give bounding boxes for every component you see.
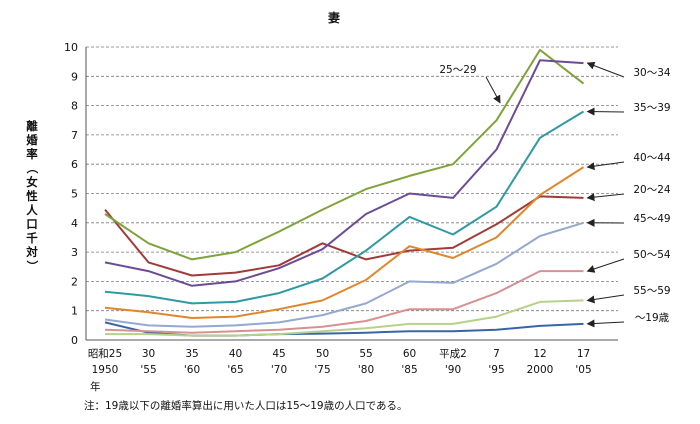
y-axis-label-char: 離 [26, 119, 38, 133]
x-tick-label-sub: '05 [575, 364, 591, 376]
x-tick-label: 55 [359, 348, 372, 360]
y-tick-label: 2 [71, 275, 78, 288]
x-axis-unit: 年 [90, 380, 101, 393]
x-tick-label: 昭和25 [88, 348, 122, 360]
series-line [104, 221, 584, 328]
x-tick-label-sub: '95 [488, 364, 504, 376]
series-label-arrow [485, 76, 501, 104]
y-tick-labels: 0 1 2 3 4 5 6 7 8 9 10 [64, 41, 78, 347]
series-line [104, 110, 585, 305]
series-label-arrow [586, 193, 625, 202]
y-axis-label-char: 性 [26, 189, 38, 203]
series-line [104, 48, 585, 261]
y-axis-label-char: 人 [26, 203, 38, 217]
series-line [104, 195, 584, 277]
series-lines [104, 48, 585, 337]
y-tick-label: 3 [71, 246, 78, 259]
x-tick-label: 40 [229, 348, 242, 360]
x-tick-labels: 昭和25 1950 30 '55 35 '60 40 '65 45 '70 50 '75 55 '80 60… [88, 348, 592, 376]
y-tick-label: 9 [71, 70, 78, 83]
x-tick-label-sub: 2000 [527, 364, 554, 376]
gridlines [86, 46, 618, 312]
series-labels: ～19歳 20～24 25～29 30～34 35～39 40～44 45～49 50～54 5… [439, 61, 671, 328]
footnote: 注：19歳以下の離婚率算出に用いた人口は15～19歳の人口である。 [84, 399, 407, 412]
series-label-arrow [586, 61, 625, 78]
x-tick-label: 35 [185, 348, 198, 360]
y-tick-label: 1 [71, 305, 78, 318]
x-tick-label: 50 [316, 348, 329, 360]
x-tick-label-sub: 1950 [92, 364, 119, 376]
axes [85, 47, 618, 341]
y-tick-label: 4 [71, 217, 78, 230]
series-line [104, 166, 585, 319]
series-label-arrow [586, 258, 625, 273]
x-tick-label-sub: '65 [227, 364, 243, 376]
x-tick-label: 60 [403, 348, 416, 360]
x-tick-label-sub: '70 [271, 364, 287, 376]
series-label: 55～59 [633, 285, 670, 297]
y-tick-label: 10 [64, 41, 78, 54]
y-axis-label-char: 千 [26, 231, 38, 245]
series-label: 35～39 [633, 102, 670, 114]
series-label: 25～29 [439, 64, 476, 76]
series-label: 40～44 [633, 152, 671, 164]
series-line [105, 299, 584, 337]
series-label-arrow [586, 107, 625, 116]
x-tick-label: 45 [272, 348, 285, 360]
y-tick-label: 7 [71, 129, 78, 142]
series-label-arrow [586, 161, 625, 171]
y-axis-label-char: ） [25, 260, 39, 272]
x-tick-label-sub: '90 [445, 364, 461, 376]
y-axis-label-char: 婚 [26, 133, 38, 147]
x-tick-label-sub: '75 [314, 364, 330, 376]
y-tick-label: 5 [71, 188, 78, 201]
y-axis-label-char: 対 [25, 245, 38, 259]
x-tick-label: 17 [577, 348, 590, 360]
series-line [104, 270, 584, 334]
x-tick-label: 平成2 [439, 348, 467, 360]
series-label-arrow [586, 319, 625, 328]
chart-title: 妻 [328, 10, 340, 25]
series-label: 30～34 [633, 67, 671, 79]
series-label: 20～24 [633, 184, 671, 196]
y-tick-label: 8 [71, 100, 78, 113]
x-tick-label-sub: '60 [184, 364, 200, 376]
y-axis-label-char: 率 [26, 147, 38, 161]
y-tick-label: 0 [71, 334, 78, 347]
x-tick-label-sub: '55 [140, 364, 156, 376]
x-tick-label-sub: '85 [401, 364, 417, 376]
y-axis-label-char: （ [25, 162, 39, 174]
x-tick-label: 30 [142, 348, 155, 360]
series-line [104, 59, 584, 287]
y-tick-label: 6 [71, 158, 78, 171]
series-label-arrow [586, 294, 625, 304]
y-axis-label-char: 女 [26, 175, 38, 189]
series-label: 45～49 [633, 213, 670, 225]
x-tick-label-sub: '80 [358, 364, 374, 376]
series-label: 50～54 [633, 249, 671, 261]
series-label: ～19歳 [635, 312, 670, 324]
y-axis-label-char: 口 [26, 217, 38, 231]
x-tick-label: 7 [493, 348, 500, 360]
x-tick-label: 12 [533, 348, 546, 360]
